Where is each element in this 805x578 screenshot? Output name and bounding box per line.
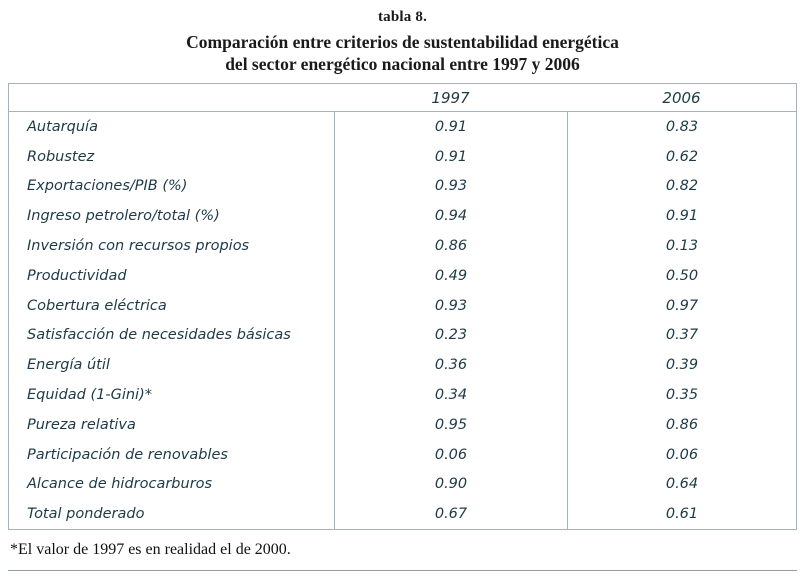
row-value-1997: 0.95 <box>334 409 567 440</box>
row-label: Inversión con recursos propios <box>27 238 250 255</box>
row-label: Ingreso petrolero/total (%) <box>27 208 220 225</box>
row-value-1997: 0.91 <box>334 112 567 142</box>
table-row: Total ponderado 0.67 0.61 <box>9 499 796 530</box>
row-value-2006: 0.06 <box>567 439 796 470</box>
row-value-2006: 0.86 <box>567 409 796 440</box>
row-label: Energía útil <box>27 357 110 374</box>
row-label: Alcance de hidrocarburos <box>27 476 213 493</box>
row-value-2006: 0.97 <box>567 290 796 321</box>
table-row: Equidad (1-Gini)* 0.34 0.35 <box>9 380 796 410</box>
row-label: Cobertura eléctrica <box>27 297 167 314</box>
table-number: tabla 8. <box>377 9 428 25</box>
table-row: Exportaciones/PIB (%) 0.93 0.82 <box>9 171 796 202</box>
row-label: Exportaciones/PIB (%) <box>27 178 188 195</box>
row-label: Participación de renovables <box>27 446 228 463</box>
row-label: Autarquía <box>27 118 98 135</box>
row-value-1997: 0.67 <box>334 499 567 530</box>
comparison-table: 1997 2006 Autarquía 0.91 0.83 Robustez 0… <box>8 83 797 531</box>
table-row: Ingreso petrolero/total (%) 0.94 0.91 <box>9 201 796 232</box>
row-value-1997: 0.49 <box>334 260 567 291</box>
table-row: Participación de renovables 0.06 0.06 <box>9 439 796 470</box>
row-value-2006: 0.82 <box>567 171 796 202</box>
table-title-line-2: del sector energético nacional entre 199… <box>225 54 580 74</box>
row-label: Pureza relativa <box>27 416 136 433</box>
row-value-1997: 0.94 <box>334 201 567 232</box>
row-value-1997: 0.34 <box>334 380 567 410</box>
row-value-1997: 0.91 <box>334 141 567 172</box>
row-value-2006: 0.62 <box>567 141 796 172</box>
bottom-divider <box>8 570 797 571</box>
row-value-1997: 0.06 <box>334 439 567 470</box>
row-label: Robustez <box>27 148 95 165</box>
row-value-2006: 0.61 <box>567 499 796 530</box>
table-row: Autarquía 0.91 0.83 <box>9 112 796 142</box>
row-value-1997: 0.93 <box>334 290 567 321</box>
row-value-1997: 0.36 <box>334 350 567 381</box>
table-row: Productividad 0.49 0.50 <box>9 260 796 291</box>
row-value-2006: 0.13 <box>567 231 796 261</box>
row-value-2006: 0.83 <box>567 112 796 142</box>
table-row: Pureza relativa 0.95 0.86 <box>9 409 796 440</box>
table-footnote: *El valor de 1997 es en realidad el de 2… <box>10 541 291 559</box>
table-body: Autarquía 0.91 0.83 Robustez 0.91 0.62 E… <box>9 112 796 530</box>
row-value-2006: 0.37 <box>567 320 796 351</box>
table-title-line-1: Comparación entre criterios de sustentab… <box>186 32 619 52</box>
row-value-2006: 0.91 <box>567 201 796 232</box>
row-value-2006: 0.35 <box>567 380 796 410</box>
table-row: Robustez 0.91 0.62 <box>9 141 796 172</box>
row-label: Equidad (1-Gini)* <box>27 387 152 404</box>
row-value-2006: 0.39 <box>567 350 796 381</box>
row-value-1997: 0.93 <box>334 171 567 202</box>
table-row: Energía útil 0.36 0.39 <box>9 350 796 381</box>
row-label: Productividad <box>27 267 127 284</box>
row-value-2006: 0.50 <box>567 260 796 291</box>
table-row: Satisfacción de necesidades básicas 0.23… <box>9 320 796 351</box>
table-row: Alcance de hidrocarburos 0.90 0.64 <box>9 469 796 500</box>
table-header-row: 1997 2006 <box>9 84 796 112</box>
header-year-1997: 1997 <box>431 88 470 107</box>
table-title-block: tabla 8. Comparación entre criterios de … <box>0 0 805 75</box>
row-value-2006: 0.64 <box>567 469 796 500</box>
row-label: Satisfacción de necesidades básicas <box>27 327 291 344</box>
table-row: Cobertura eléctrica 0.93 0.97 <box>9 290 796 321</box>
table-row: Inversión con recursos propios 0.86 0.13 <box>9 231 796 261</box>
row-value-1997: 0.23 <box>334 320 567 351</box>
row-label: Total ponderado <box>27 506 145 523</box>
row-value-1997: 0.86 <box>334 231 567 261</box>
header-year-2006: 2006 <box>662 88 701 107</box>
row-value-1997: 0.90 <box>334 469 567 500</box>
